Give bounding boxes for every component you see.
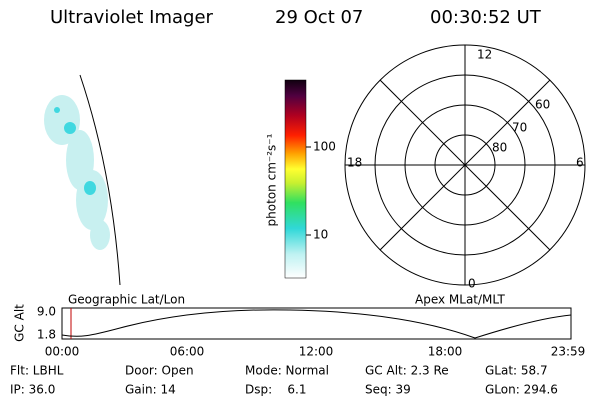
polar-label: 0 — [468, 277, 476, 291]
footer-field: Gain: 14 — [125, 383, 176, 397]
polar-label: 12 — [477, 48, 492, 62]
image-panel — [44, 74, 121, 286]
time: 00:30:52 UT — [430, 7, 542, 28]
footer-field: Dsp: 6.1 — [245, 383, 307, 397]
x-tick-label: 18:00 — [428, 345, 463, 359]
footer-field: Seq: 39 — [365, 383, 411, 397]
x-tick-label: 23:59 — [551, 345, 586, 359]
footer: Flt: LBHL Door: Open Mode: Normal GC Alt: 2… — [10, 364, 558, 397]
polar-label: 18 — [347, 156, 362, 170]
footer-field: GLon: 294.6 — [485, 383, 558, 397]
timeline-title: Apex MLat/MLT — [415, 293, 505, 307]
polar-label: 6 — [576, 156, 584, 170]
title: Ultraviolet Imager — [50, 7, 214, 28]
polar-grid — [344, 44, 586, 286]
timeline-title: Geographic Lat/Lon — [68, 293, 185, 307]
polar-label: 60 — [535, 98, 550, 112]
colorbar-label: photon cm⁻²s⁻¹ — [265, 133, 279, 226]
footer-field: GC Alt: 2.3 Re — [365, 364, 449, 378]
colorbar-tick-label: 10 — [313, 228, 328, 242]
y-tick-label: 1.8 — [37, 328, 56, 342]
x-tick-label: 00:00 — [45, 345, 80, 359]
footer-field: Flt: LBHL — [10, 364, 64, 378]
colorbar — [284, 79, 307, 279]
x-tick-label: 12:00 — [299, 345, 334, 359]
date: 29 Oct 07 — [275, 7, 363, 28]
aurora — [44, 95, 110, 250]
polar-label: 80 — [492, 141, 507, 155]
altitude-curve — [61, 309, 572, 339]
aurora-bright — [54, 107, 96, 195]
footer-field: Door: Open — [125, 364, 194, 378]
footer-field: GLat: 58.7 — [485, 364, 548, 378]
timeline — [61, 307, 572, 340]
footer-field: Mode: Normal — [245, 364, 329, 378]
limb — [79, 74, 121, 286]
footer-field: IP: 36.0 — [10, 383, 55, 397]
colorbar-tick-label: 100 — [313, 140, 336, 154]
x-tick-label: 06:00 — [170, 345, 205, 359]
y-tick-label: 9.0 — [37, 305, 56, 319]
polar-label: 70 — [512, 121, 527, 135]
y-axis-label: GC Alt — [13, 304, 27, 342]
